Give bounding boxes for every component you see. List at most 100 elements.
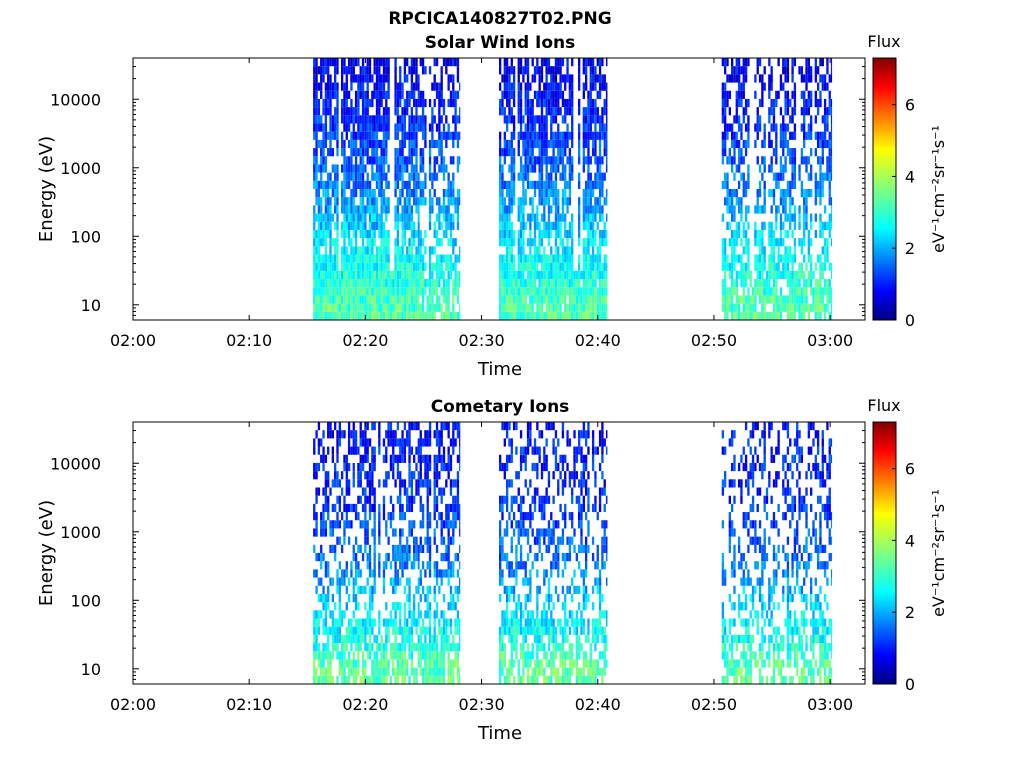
- heatmap-cell: [327, 197, 330, 206]
- heatmap-cell: [403, 213, 407, 222]
- heatmap-cell: [777, 172, 780, 181]
- heatmap-cell: [421, 311, 425, 320]
- heatmap-cell: [499, 462, 502, 472]
- heatmap-cell: [454, 585, 457, 594]
- heatmap-cell: [431, 180, 434, 189]
- heatmap-cell: [424, 66, 427, 75]
- heatmap-cell: [343, 462, 346, 472]
- heatmap-cell: [347, 626, 351, 635]
- heatmap-cell: [431, 270, 434, 280]
- heatmap-cell: [357, 303, 360, 312]
- heatmap-cell: [368, 139, 372, 149]
- heatmap-cell: [554, 74, 558, 83]
- heatmap-cell: [428, 139, 432, 149]
- heatmap-cell: [603, 238, 606, 247]
- heatmap-cell: [408, 123, 411, 132]
- heatmap-cell: [366, 311, 369, 320]
- heatmap-cell: [387, 295, 390, 304]
- heatmap-cell: [396, 438, 400, 447]
- heatmap-cell: [343, 156, 346, 165]
- heatmap-cell: [598, 66, 602, 75]
- heatmap-cell: [501, 90, 504, 99]
- heatmap-cell: [519, 115, 523, 124]
- heatmap-cell: [747, 238, 750, 247]
- heatmap-cell: [454, 651, 457, 660]
- heatmap-cell: [554, 180, 558, 189]
- heatmap-cell: [749, 311, 752, 320]
- heatmap-cell: [770, 311, 773, 320]
- heatmap-cell: [733, 213, 736, 222]
- heatmap-cell: [779, 123, 783, 132]
- heatmap-cell: [413, 495, 416, 504]
- heatmap-cell: [452, 115, 455, 124]
- heatmap-cell: [561, 295, 565, 304]
- heatmap-cell: [726, 172, 729, 181]
- heatmap-cell: [394, 610, 397, 619]
- heatmap-cell: [433, 164, 436, 173]
- heatmap-cell: [417, 262, 420, 271]
- heatmap-cell: [320, 148, 323, 157]
- heatmap-cell: [364, 503, 367, 513]
- heatmap-cell: [830, 213, 833, 222]
- heatmap-cell: [347, 123, 351, 132]
- heatmap-cell: [327, 422, 330, 431]
- heatmap-cell: [821, 221, 824, 230]
- heatmap-cell: [320, 262, 323, 271]
- heatmap-cell: [573, 295, 576, 304]
- heatmap-cell: [417, 479, 420, 488]
- heatmap-cell: [338, 659, 341, 668]
- heatmap-cell: [385, 651, 388, 660]
- heatmap-cell: [791, 164, 794, 173]
- heatmap-cell: [382, 148, 386, 157]
- heatmap-cell: [505, 229, 509, 239]
- heatmap-cell: [564, 74, 567, 83]
- heatmap-cell: [756, 66, 759, 75]
- heatmap-cell: [449, 626, 453, 635]
- heatmap-cell: [368, 197, 372, 206]
- heatmap-cell: [515, 626, 518, 635]
- heatmap-cell: [499, 454, 502, 463]
- heatmap-cell: [373, 115, 376, 124]
- heatmap-cell: [605, 131, 608, 140]
- heatmap-cell: [531, 115, 534, 124]
- heatmap-cell: [564, 254, 567, 263]
- heatmap-cell: [747, 98, 750, 108]
- heatmap-cell: [382, 229, 386, 239]
- heatmap-cell: [343, 205, 346, 214]
- heatmap-cell: [816, 66, 820, 75]
- heatmap-cell: [433, 503, 436, 513]
- heatmap-cell: [501, 279, 504, 288]
- heatmap-cell: [501, 229, 504, 239]
- heatmap-cell: [503, 213, 506, 222]
- heatmap-cell: [547, 287, 551, 296]
- heatmap-cell: [394, 131, 397, 140]
- heatmap-cell: [373, 213, 376, 222]
- heatmap-cell: [598, 139, 602, 149]
- heatmap-cell: [737, 115, 741, 124]
- heatmap-cell: [531, 58, 534, 67]
- heatmap-cell: [399, 479, 402, 488]
- heatmap-cell: [557, 164, 560, 173]
- heatmap-cell: [499, 667, 502, 676]
- heatmap-cell: [313, 156, 316, 165]
- heatmap-cell: [435, 610, 439, 619]
- heatmap-cell: [805, 58, 808, 67]
- heatmap-cell: [566, 66, 569, 75]
- heatmap-cell: [584, 74, 588, 83]
- heatmap-cell: [375, 148, 379, 157]
- heatmap-cell: [399, 602, 402, 611]
- heatmap-cell: [373, 139, 376, 149]
- heatmap-cell: [428, 98, 432, 108]
- heatmap-cell: [359, 197, 362, 206]
- heatmap-cell: [543, 295, 546, 304]
- heatmap-cell: [352, 446, 355, 455]
- heatmap-cell: [445, 254, 448, 263]
- heatmap-cell: [503, 221, 506, 230]
- heatmap-cell: [578, 221, 581, 230]
- heatmap-cell: [807, 246, 810, 255]
- heatmap-cell: [531, 197, 534, 206]
- heatmap-cell: [424, 651, 427, 660]
- heatmap-cell: [543, 156, 546, 165]
- heatmap-cell: [524, 197, 527, 206]
- heatmap-cell: [352, 479, 355, 488]
